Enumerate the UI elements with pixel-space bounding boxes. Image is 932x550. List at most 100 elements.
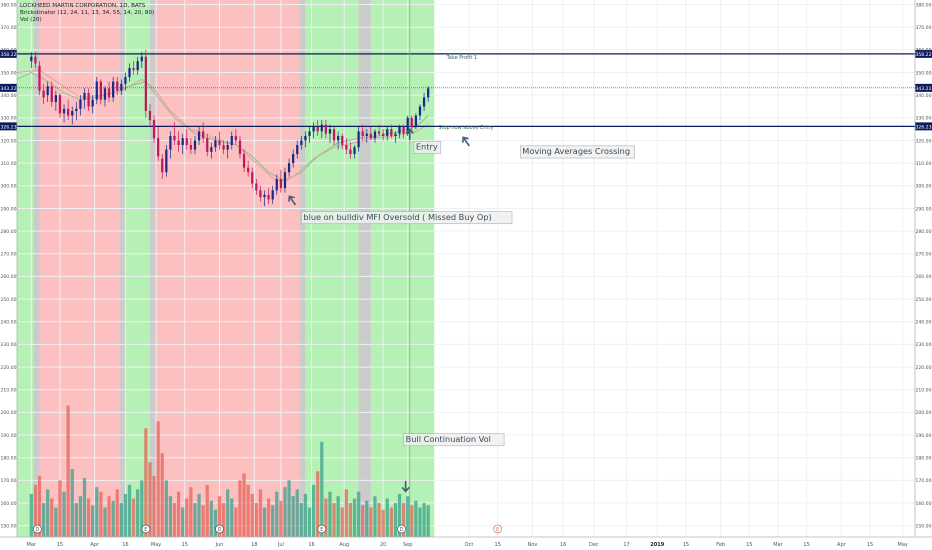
y-tick-label-left: 250.00 [0,297,16,303]
x-tick-label: Nov [528,542,538,548]
candle-body [386,129,389,136]
price-level-badge-left [0,49,17,58]
candle-body [410,117,413,127]
candle-body [34,56,37,64]
volume-bar [377,503,381,537]
volume-bar [246,484,250,537]
volume-bar [41,503,46,537]
y-tick-label-left: 360.00 [0,48,16,54]
candle-body [247,167,250,173]
candle-body [132,67,135,71]
candle-body [206,138,209,152]
candle-body [320,124,323,132]
candle-body [267,194,270,200]
x-tick-label: Apr [837,542,847,548]
candle-body [42,90,45,98]
moving-average-line [16,69,429,182]
candle-body [255,183,258,191]
y-tick-label-right: 310.00 [915,161,931,167]
candle-body [292,154,295,164]
volume-bar [78,496,83,537]
annotation-label: blue on bulldiv MFI Oversold ( Missed Bu… [303,212,491,222]
volume-bar [185,498,189,537]
candle-body [71,111,74,116]
price-level-label-right: 358.22 [915,52,931,58]
candle-body [50,86,53,102]
volume-bar [176,491,181,537]
y-tick-label-left: 320.00 [0,138,16,144]
volume-bar [62,491,66,537]
volume-bar [344,489,348,537]
x-tick-label: Apr [90,542,100,548]
candle-body [87,92,90,107]
y-tick-label-right: 370.00 [915,25,931,31]
volume-bar [193,503,197,537]
volume-bar [37,475,42,537]
y-tick-label-right: 380.00 [915,2,931,8]
candle-body [422,97,426,107]
annotation-box [403,433,505,447]
y-tick-label-right: 170.00 [915,478,931,484]
candle-body [189,145,192,150]
candle-body [242,154,246,168]
volume-bar [221,503,226,537]
y-tick-label-right: 320.00 [915,138,931,144]
volume-bar [74,503,78,537]
y-tick-label-left: 300.00 [0,184,16,190]
volume-bar [217,496,222,537]
candle-body [83,92,86,100]
event-marker-icon [33,524,42,534]
x-tick-label: 18 [251,542,257,548]
candle-body [414,115,418,127]
symbol-line: LOCKHEED MARTIN CORPORATION, 1D, BATS [20,3,146,9]
y-tick-label-right: 340.00 [915,93,931,99]
volume-bar [307,507,312,537]
event-marker-label: D [400,527,404,533]
candle-body [271,190,274,200]
volume-bar [279,500,283,537]
y-tick-label-right: 290.00 [915,206,931,212]
volume-bar [160,453,164,537]
x-tick-label: 15 [57,542,63,548]
volume-bar [385,498,389,537]
candle-body [328,129,332,134]
y-tick-label-right: 180.00 [915,455,931,461]
volume-bar [283,487,287,537]
y-tick-label-right: 200.00 [915,410,931,416]
candle-body [173,135,176,141]
volume-bar [295,489,299,537]
volume-bar [299,503,303,537]
volume-bar [213,509,218,537]
y-tick-label-left: 220.00 [0,365,16,371]
volume-bar [410,505,414,537]
volume-bar [148,462,152,537]
candle-body [79,99,82,109]
candle-body [181,138,184,146]
x-tick-label: 16 [122,542,128,548]
x-tick-label: 15 [803,542,809,548]
volume-bar [291,496,295,537]
zone-gray [33,0,40,537]
price-level-label-right: 326.23 [915,124,931,130]
volume-bar [50,498,54,537]
candle-body [193,140,197,150]
event-marker-label: E [144,527,147,533]
volume-bar [111,500,115,537]
x-tick-label: May [898,542,908,548]
candle-body [341,135,344,146]
volume-bar [332,503,336,537]
y-tick-label-left: 310.00 [0,161,16,167]
candle-body [373,131,377,139]
candle-body [365,133,368,136]
volume-bar [262,507,267,537]
x-tick-label: 15 [867,542,873,548]
candle-body [238,140,242,155]
candle-body [218,140,221,146]
volume-bar [226,489,230,537]
volume-bar [58,480,62,537]
candle-body [226,145,229,150]
volume-bar [164,480,168,537]
